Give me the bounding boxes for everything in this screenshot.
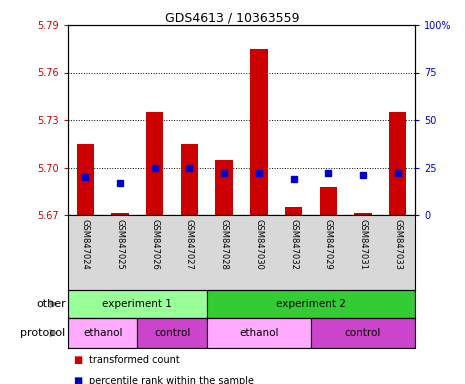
Bar [250,49,267,215]
Bar [354,214,372,215]
Text: GSM847030: GSM847030 [254,219,263,270]
Text: GSM847024: GSM847024 [81,219,90,270]
Text: GSM847029: GSM847029 [324,219,333,270]
Text: ethanol: ethanol [83,328,122,338]
Bar [68,318,137,348]
Text: GDS4613 / 10363559: GDS4613 / 10363559 [165,12,300,25]
Bar [207,318,311,348]
Text: GSM847031: GSM847031 [359,219,367,270]
Text: GSM847025: GSM847025 [115,219,125,270]
Text: ethanol: ethanol [239,328,279,338]
Text: GSM847028: GSM847028 [219,219,229,270]
Bar [137,318,207,348]
Bar [285,207,302,215]
Text: experiment 1: experiment 1 [102,299,173,309]
Bar [319,187,337,215]
Text: other: other [36,299,66,309]
Bar [68,290,207,318]
Text: GSM847026: GSM847026 [150,219,159,270]
Text: GSM847027: GSM847027 [185,219,194,270]
Text: transformed count: transformed count [89,354,179,364]
Text: ■: ■ [73,376,82,384]
Bar [389,112,406,215]
Text: percentile rank within the sample: percentile rank within the sample [89,376,254,384]
Text: experiment 2: experiment 2 [276,299,346,309]
Text: control: control [345,328,381,338]
Bar [311,318,415,348]
Text: GSM847033: GSM847033 [393,219,402,270]
Bar [146,112,163,215]
Bar [112,214,129,215]
Bar [215,160,233,215]
Bar [207,290,415,318]
Text: protocol: protocol [20,328,66,338]
Bar [77,144,94,215]
Bar [181,144,198,215]
Text: ■: ■ [73,354,82,364]
Text: control: control [154,328,190,338]
Text: GSM847032: GSM847032 [289,219,298,270]
